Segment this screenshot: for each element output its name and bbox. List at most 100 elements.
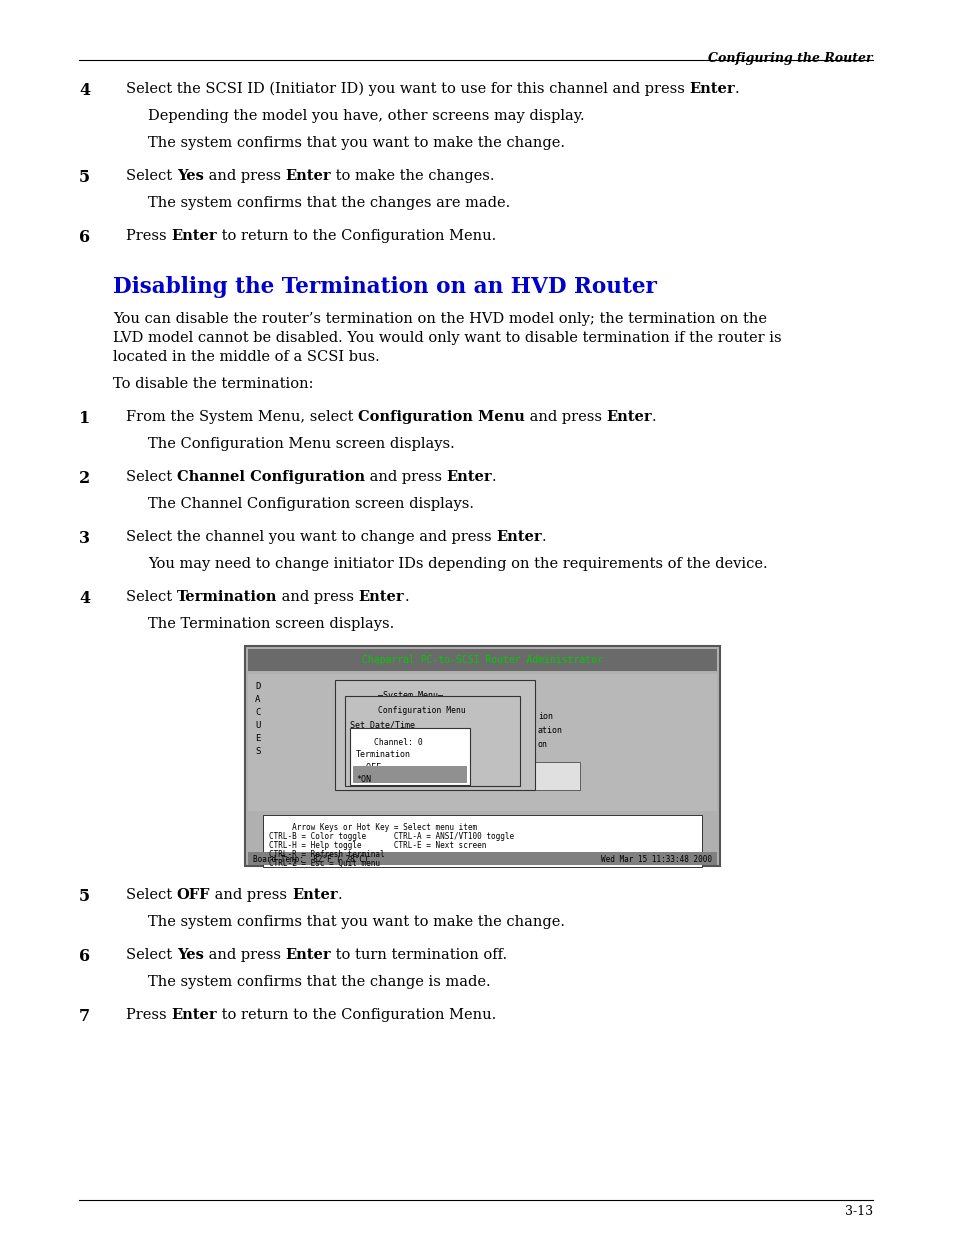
Text: CTRL-Z = Esc = Quit menu: CTRL-Z = Esc = Quit menu <box>269 860 379 868</box>
Text: —System Menu—: —System Menu— <box>378 692 443 700</box>
Text: Select: Select <box>126 888 176 902</box>
Text: 4: 4 <box>79 82 90 99</box>
Text: Arrow Keys or Hot Key = Select menu item: Arrow Keys or Hot Key = Select menu item <box>269 823 476 832</box>
Text: and press: and press <box>210 888 292 902</box>
Text: 4: 4 <box>79 590 90 606</box>
Text: LVD model cannot be disabled. You would only want to disable termination if the : LVD model cannot be disabled. You would … <box>112 331 781 345</box>
Bar <box>248 650 717 671</box>
Text: Termination: Termination <box>176 590 276 604</box>
Text: Set Date/Time: Set Date/Time <box>350 720 415 729</box>
Text: The system confirms that you want to make the change.: The system confirms that you want to mak… <box>148 136 564 149</box>
Text: Yes: Yes <box>176 169 203 183</box>
Text: Select the SCSI ID (Initiator ID) you want to use for this channel and press: Select the SCSI ID (Initiator ID) you wa… <box>126 82 689 96</box>
Bar <box>345 697 519 785</box>
Text: CTRL-R = Refresh terminal: CTRL-R = Refresh terminal <box>269 850 384 860</box>
Text: 5: 5 <box>79 888 90 905</box>
Text: 3-13: 3-13 <box>844 1205 872 1218</box>
Text: .: . <box>404 590 409 604</box>
Text: Chaparral PC-to-SCSI Router Administrator: Chaparral PC-to-SCSI Router Administrato… <box>362 655 602 664</box>
Text: Enter: Enter <box>172 228 216 243</box>
Text: C: C <box>254 708 260 718</box>
Text: .: . <box>735 82 739 96</box>
Text: Channel Configuration: Channel Configuration <box>176 471 364 484</box>
Text: Select: Select <box>126 590 176 604</box>
Text: The system confirms that the changes are made.: The system confirms that the changes are… <box>148 196 510 210</box>
Text: Enter: Enter <box>606 410 652 424</box>
Text: .: . <box>337 888 342 902</box>
Text: U: U <box>254 721 260 730</box>
Text: Enter: Enter <box>172 1008 216 1023</box>
Text: Configuration Menu: Configuration Menu <box>357 410 524 424</box>
Bar <box>248 852 717 864</box>
Bar <box>353 766 467 783</box>
Text: Press: Press <box>126 228 172 243</box>
Text: Select: Select <box>126 471 176 484</box>
Text: Enter: Enter <box>358 590 404 604</box>
Text: You can disable the router’s termination on the HVD model only; the termination : You can disable the router’s termination… <box>112 312 766 326</box>
Text: to return to the Configuration Menu.: to return to the Configuration Menu. <box>216 228 496 243</box>
Text: Configuring the Router: Configuring the Router <box>708 52 872 65</box>
Text: Disabling the Termination on an HVD Router: Disabling the Termination on an HVD Rout… <box>112 275 657 298</box>
Text: The Termination screen displays.: The Termination screen displays. <box>148 618 394 631</box>
Text: to turn termination off.: to turn termination off. <box>331 948 506 962</box>
Text: ion: ion <box>537 713 553 721</box>
Text: Enter: Enter <box>689 82 735 96</box>
Text: Enter: Enter <box>285 948 331 962</box>
Text: .: . <box>541 530 546 543</box>
Text: 6: 6 <box>79 228 90 246</box>
Text: The system confirms that you want to make the change.: The system confirms that you want to mak… <box>148 915 564 929</box>
Text: OFF: OFF <box>355 763 380 772</box>
Text: 6: 6 <box>79 948 90 965</box>
Text: and press: and press <box>203 169 285 183</box>
Text: S: S <box>254 747 260 756</box>
Text: Enter: Enter <box>285 169 331 183</box>
Text: 3: 3 <box>79 530 90 547</box>
Text: and press: and press <box>276 590 358 604</box>
Text: Select the channel you want to change and press: Select the channel you want to change an… <box>126 530 496 543</box>
Text: 1: 1 <box>79 410 91 427</box>
Text: E: E <box>254 734 260 743</box>
Text: CTRL-B = Color toggle      CTRL-A = ANSI/VT100 toggle: CTRL-B = Color toggle CTRL-A = ANSI/VT10… <box>269 832 514 841</box>
Bar <box>350 727 470 785</box>
Text: .: . <box>492 471 497 484</box>
Text: Select: Select <box>126 948 176 962</box>
Text: Yes: Yes <box>176 948 203 962</box>
Text: Enter: Enter <box>496 530 541 543</box>
Text: .: . <box>652 410 656 424</box>
Text: From the System Menu, select: From the System Menu, select <box>126 410 357 424</box>
Text: Termination: Termination <box>355 750 411 760</box>
Text: to return to the Configuration Menu.: to return to the Configuration Menu. <box>216 1008 496 1023</box>
Text: Board Temp:  82°F ( 28°C): Board Temp: 82°F ( 28°C) <box>253 855 368 863</box>
Text: Enter: Enter <box>292 888 337 902</box>
Text: You may need to change initiator IDs depending on the requirements of the device: You may need to change initiator IDs dep… <box>148 557 767 571</box>
Text: Channel: 0: Channel: 0 <box>374 739 422 747</box>
Text: A: A <box>254 695 260 704</box>
Text: ation: ation <box>537 726 562 735</box>
Text: The Channel Configuration screen displays.: The Channel Configuration screen display… <box>148 496 474 511</box>
Text: and press: and press <box>524 410 606 424</box>
Text: The system confirms that the change is made.: The system confirms that the change is m… <box>148 974 490 989</box>
Text: *ON: *ON <box>355 776 371 784</box>
Text: CTRL-H = Help toggle       CTRL-E = Next screen: CTRL-H = Help toggle CTRL-E = Next scree… <box>269 841 486 850</box>
Bar <box>263 815 701 867</box>
Text: D: D <box>254 682 260 692</box>
Text: To disable the termination:: To disable the termination: <box>112 377 314 391</box>
Text: 7: 7 <box>79 1008 90 1025</box>
Text: and press: and press <box>364 471 446 484</box>
Text: The Configuration Menu screen displays.: The Configuration Menu screen displays. <box>148 437 455 451</box>
Text: Select: Select <box>126 169 176 183</box>
Text: OFF: OFF <box>176 888 210 902</box>
Text: Press: Press <box>126 1008 172 1023</box>
Text: Wed Mar 15 11:33:48 2000: Wed Mar 15 11:33:48 2000 <box>600 855 711 863</box>
Bar <box>248 674 717 811</box>
Text: 2: 2 <box>79 471 91 487</box>
Bar <box>335 680 535 790</box>
Bar <box>530 762 579 790</box>
Bar <box>245 646 720 866</box>
Text: Configuration Menu: Configuration Menu <box>377 706 465 715</box>
Text: 5: 5 <box>79 169 90 186</box>
Text: Enter: Enter <box>446 471 492 484</box>
Text: to make the changes.: to make the changes. <box>331 169 494 183</box>
Text: Depending the model you have, other screens may display.: Depending the model you have, other scre… <box>148 109 584 124</box>
Text: located in the middle of a SCSI bus.: located in the middle of a SCSI bus. <box>112 350 379 364</box>
